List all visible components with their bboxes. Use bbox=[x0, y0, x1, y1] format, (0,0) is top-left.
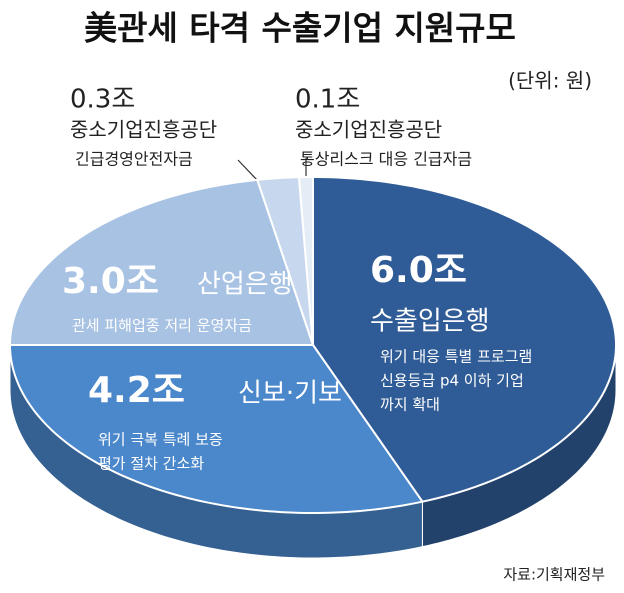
category-label: 산업은행 bbox=[197, 270, 293, 300]
description: 위기 극복 특례 보증 bbox=[98, 431, 223, 449]
description: 관세 피해업종 저리 운영자금 bbox=[72, 317, 252, 335]
slice bbox=[312, 175, 617, 503]
value-label: 4.2조 bbox=[88, 370, 185, 411]
unit-label: (단위: 원) bbox=[508, 69, 592, 93]
slice bbox=[297, 175, 314, 346]
chart-title: 美관세 타격 수출기업 지원규모 bbox=[84, 9, 516, 48]
value-label: 3.0조 bbox=[62, 261, 159, 302]
source: 자료:기획재정부 bbox=[503, 566, 605, 584]
category-label: 수출입은행 bbox=[370, 307, 490, 337]
description: 신용등급 p4 이하 기업 bbox=[380, 372, 524, 390]
slice bbox=[8, 178, 315, 346]
slice bbox=[255, 176, 314, 346]
category-label: 중소기업진흥공단 bbox=[295, 118, 442, 142]
category-label: 중소기업진흥공단 bbox=[70, 118, 217, 142]
slice bbox=[8, 344, 425, 514]
value-label: 0.1조 bbox=[295, 85, 360, 115]
description: 통상리스크 대응 긴급자금 bbox=[300, 150, 472, 169]
description: 긴급경영안전자금 bbox=[75, 150, 193, 169]
description: 까지 확대 bbox=[380, 396, 440, 414]
category-label: 신보·기보 bbox=[238, 379, 342, 409]
description: 위기 대응 특별 프로그램 bbox=[380, 348, 532, 366]
value-label: 0.3조 bbox=[70, 85, 135, 115]
value-label: 6.0조 bbox=[370, 250, 467, 291]
description: 평가 절차 간소화 bbox=[98, 455, 204, 473]
